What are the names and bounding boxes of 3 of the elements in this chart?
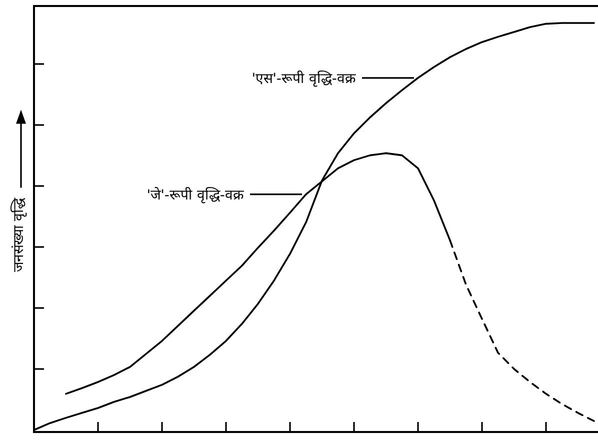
legend-label: 'एस'-रूपी वृद्धि-वक्र	[252, 70, 356, 87]
y-axis-title: जनसंख्या वृद्धि	[10, 196, 27, 272]
legend-label: 'जे'-रूपी वृद्धि-वक्र	[146, 186, 244, 204]
